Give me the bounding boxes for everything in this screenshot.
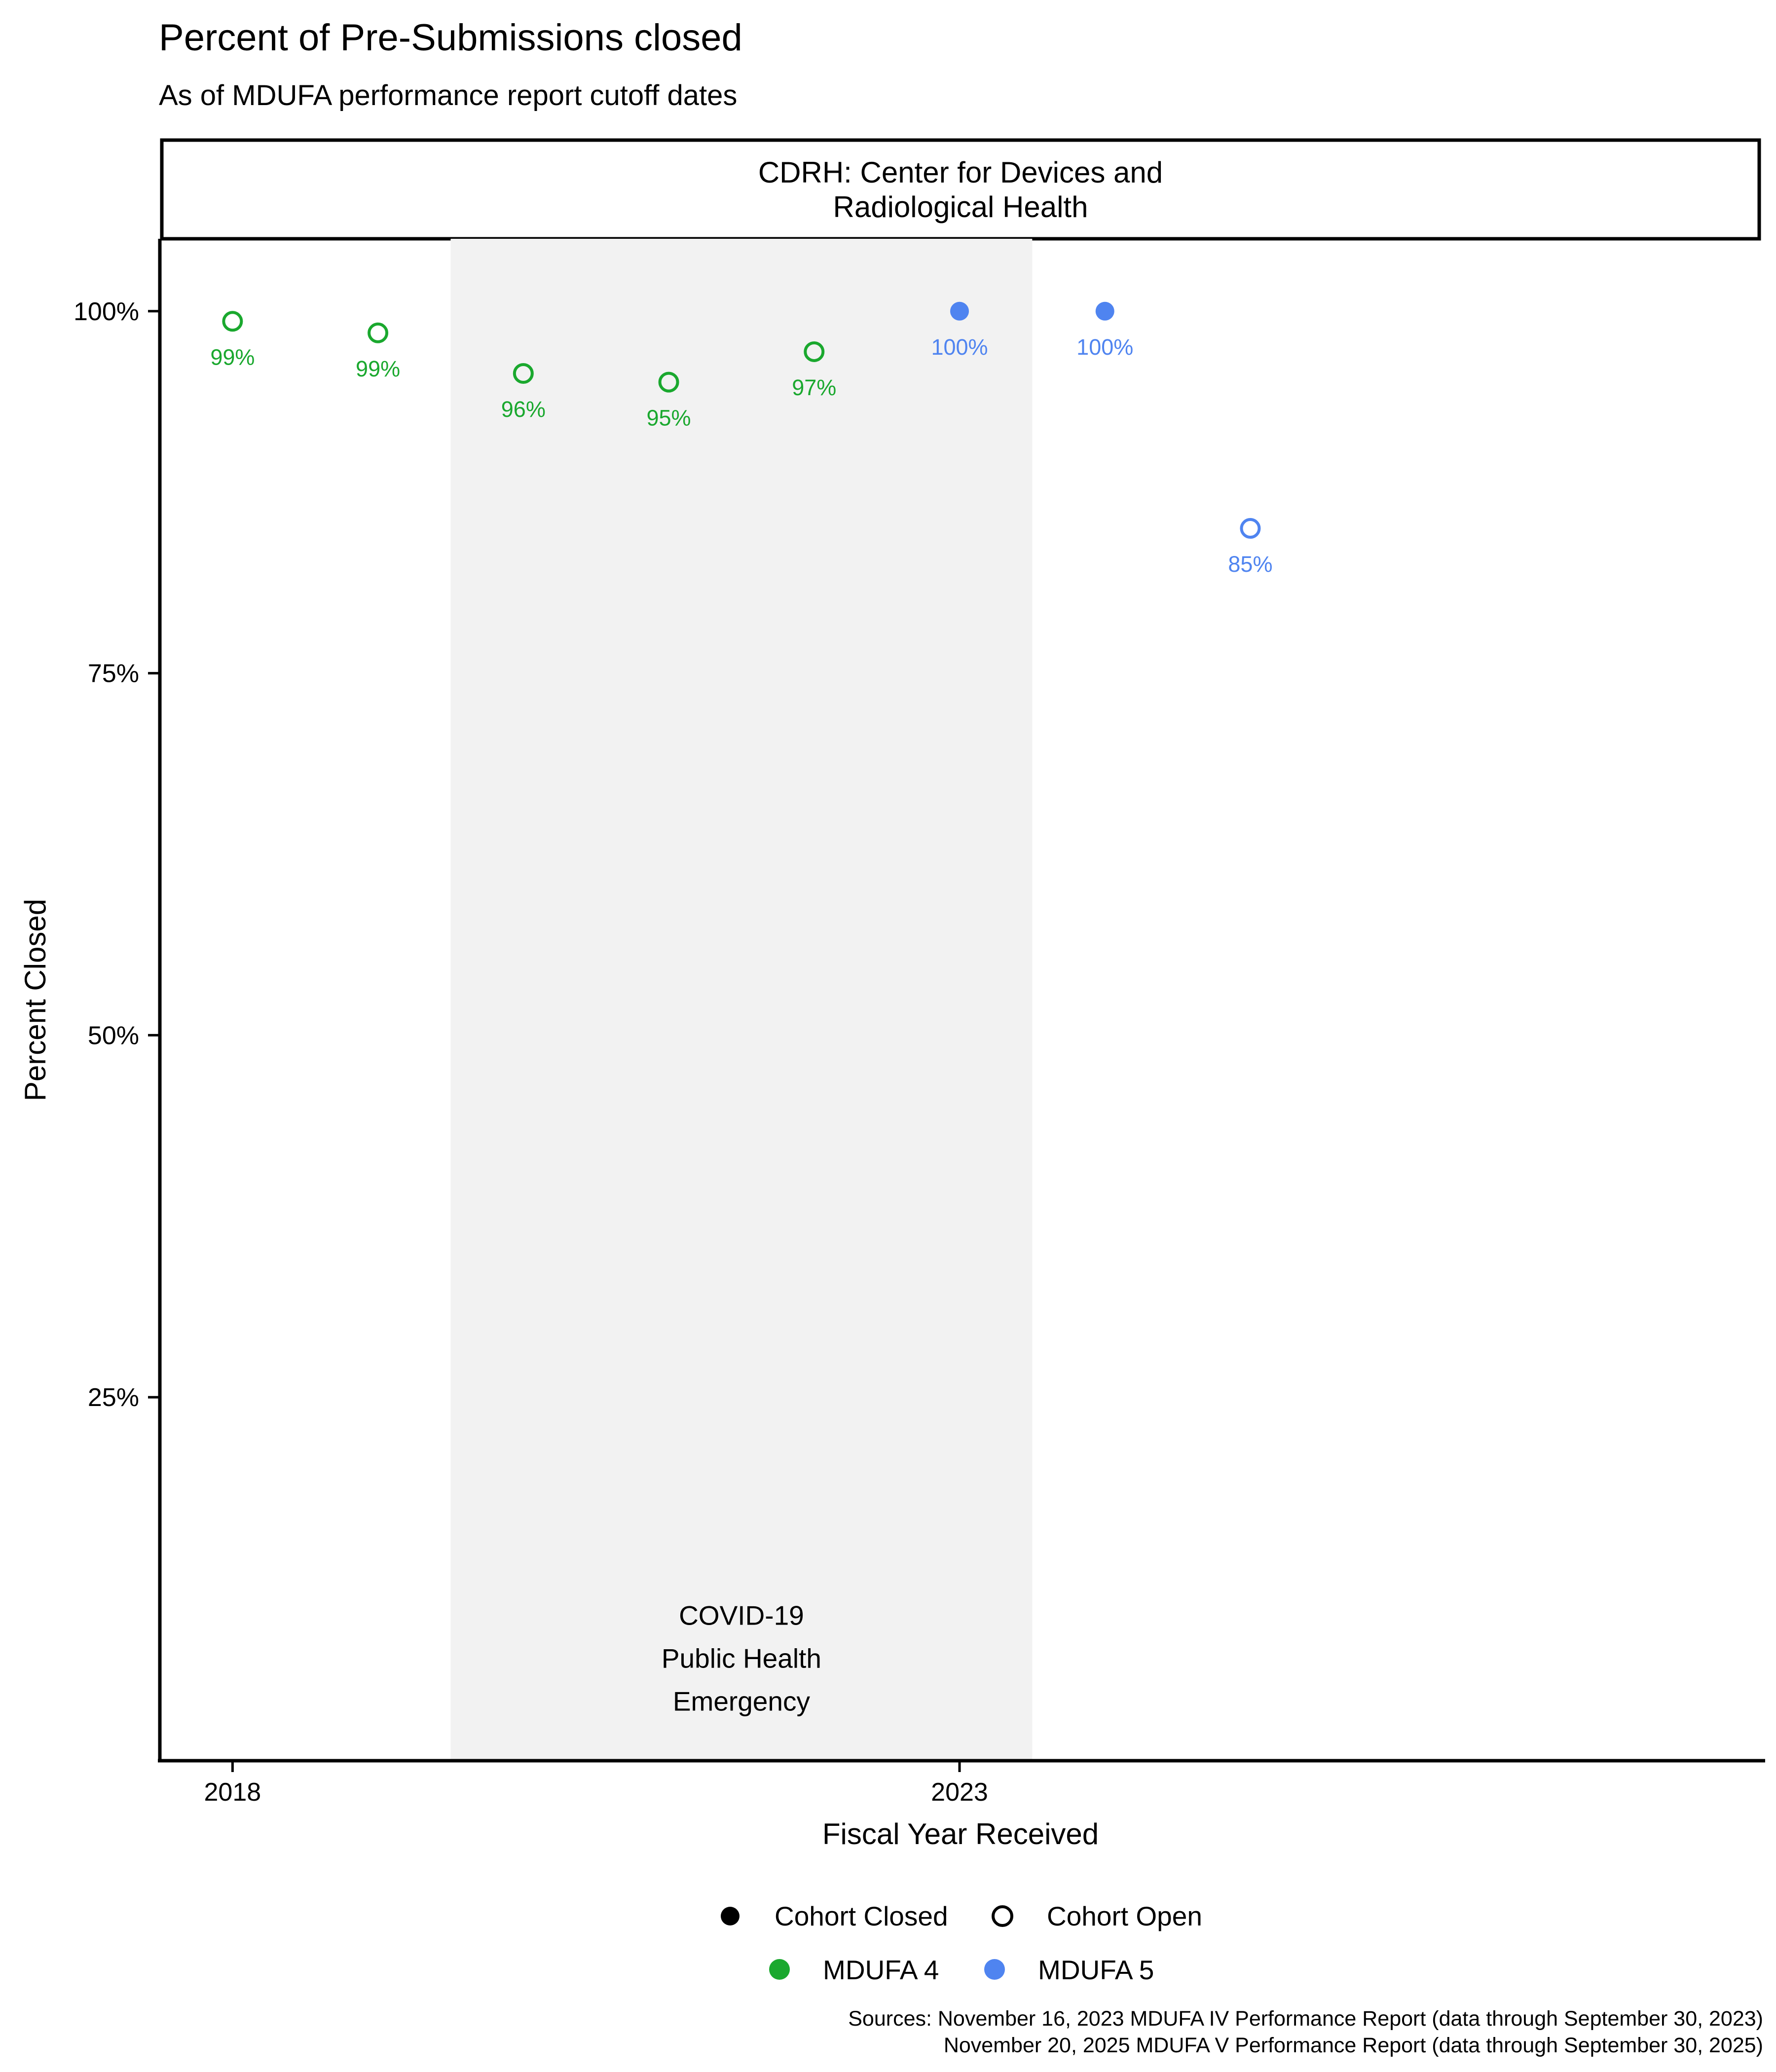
covid-label-line-2: Public Health xyxy=(662,1643,821,1674)
covid-shaded-region xyxy=(450,239,1033,1759)
chart-subtitle: As of MDUFA performance report cutoff da… xyxy=(159,79,737,111)
legend-open-marker xyxy=(992,1905,1013,1927)
x-tick-label: 2018 xyxy=(204,1778,261,1807)
covid-label-line-1: COVID-19 xyxy=(679,1600,804,1631)
legend-mdufa5-marker xyxy=(984,1959,1005,1980)
axis-ticks: 25% 50% 75% 100% 2018 2023 xyxy=(74,297,988,1807)
data-label: 96% xyxy=(501,397,546,422)
data-point xyxy=(1240,518,1261,539)
data-label: 100% xyxy=(931,334,988,360)
sources-line-2: November 20, 2025 MDUFA V Performance Re… xyxy=(944,2034,1763,2057)
legend-closed-label: Cohort Closed xyxy=(775,1901,948,1931)
panel-strip xyxy=(160,138,1761,241)
data-label: 99% xyxy=(356,356,400,381)
data-point xyxy=(368,322,389,343)
data-point xyxy=(950,301,969,321)
x-axis-title: Fiscal Year Received xyxy=(822,1817,1099,1850)
legend-closed-marker xyxy=(721,1907,740,1925)
data-point xyxy=(222,311,243,332)
sources-line-1: Sources: November 16, 2023 MDUFA IV Perf… xyxy=(848,2007,1763,2031)
covid-label-line-3: Emergency xyxy=(673,1686,811,1717)
data-label: 97% xyxy=(792,375,836,400)
data-point xyxy=(513,363,534,384)
y-tick-label: 100% xyxy=(74,297,139,326)
data-point xyxy=(804,341,825,362)
chart-title: Percent of Pre-Submissions closed xyxy=(159,17,742,59)
data-points: 99% 99% 96% 95% 97% 100% 100% 85% xyxy=(210,301,1272,577)
data-point xyxy=(658,371,679,393)
data-label: 99% xyxy=(210,344,255,370)
y-tick-label: 25% xyxy=(88,1383,139,1412)
legend-open-label: Cohort Open xyxy=(1047,1901,1202,1931)
panel-title-line-1: CDRH: Center for Devices and xyxy=(758,156,1163,189)
x-tick-label: 2023 xyxy=(931,1778,988,1807)
y-tick-label: 50% xyxy=(88,1021,139,1050)
legend-mdufa4-label: MDUFA 4 xyxy=(823,1955,939,1985)
data-label: 85% xyxy=(1228,552,1272,577)
data-label: 95% xyxy=(647,406,691,431)
legend-mdufa4-marker xyxy=(769,1959,790,1980)
y-tick-label: 75% xyxy=(88,660,139,688)
legend-mdufa5-label: MDUFA 5 xyxy=(1038,1955,1154,1985)
y-axis-title: Percent Closed xyxy=(19,899,52,1101)
data-label: 100% xyxy=(1076,334,1133,360)
panel-title-line-2: Radiological Health xyxy=(833,190,1088,223)
data-point xyxy=(1095,301,1114,321)
